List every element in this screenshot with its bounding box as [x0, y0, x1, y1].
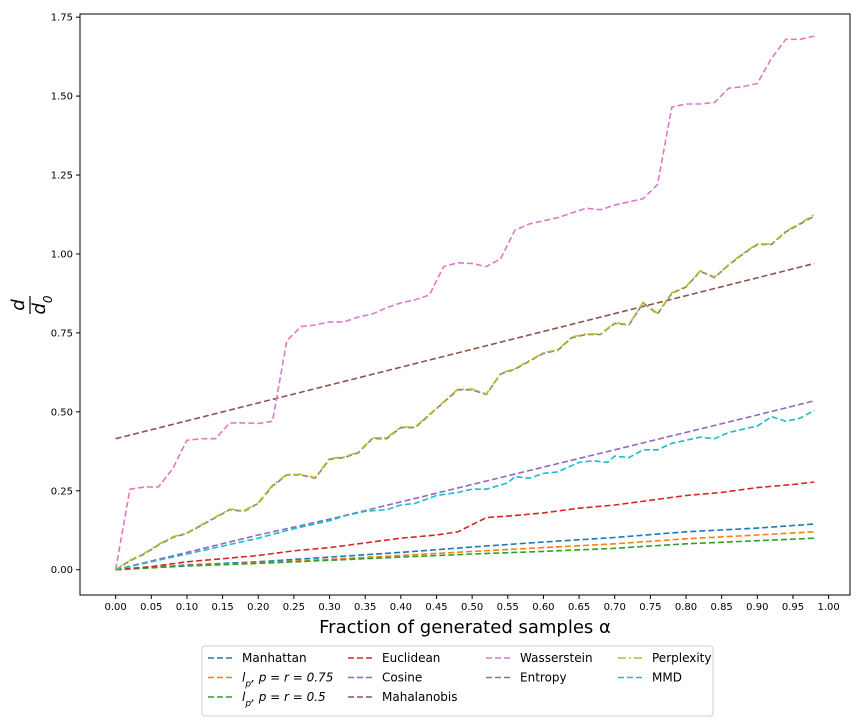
x-tick-label: 0.70 [604, 602, 626, 613]
legend-item-mahalanobis: Mahalanobis [348, 690, 458, 704]
legend-label: Entropy [520, 671, 567, 685]
legend-item-cosine: Cosine [348, 671, 422, 685]
x-tick-label: 0.35 [354, 602, 376, 613]
y-tick-label: 1.75 [51, 13, 73, 24]
x-tick-label: 0.10 [176, 602, 198, 613]
x-tick-label: 0.40 [390, 602, 412, 613]
x-tick-label: 0.20 [247, 602, 269, 613]
y-axis-title-denominator: d0 [29, 295, 55, 314]
series-line-euclidean [115, 481, 815, 571]
legend-item-mmd: MMD [618, 671, 682, 685]
y-tick-label: 0.00 [51, 565, 73, 576]
y-axis-title: d d0 [8, 295, 55, 314]
legend-label: MMD [652, 671, 682, 685]
series-line-mahalanobis [115, 262, 815, 440]
y-tick-label: 1.00 [51, 249, 73, 260]
x-tick-label: 0.75 [639, 602, 661, 613]
x-tick-label: 0.55 [497, 602, 519, 613]
x-tick-label: 0.65 [568, 602, 590, 613]
x-tick-label: 0.85 [711, 602, 733, 613]
x-tick-label: 0.05 [140, 602, 162, 613]
series-line-cosine [115, 400, 815, 571]
y-axis-title-numerator: d [8, 299, 29, 311]
y-tick-label: 0.75 [51, 328, 73, 339]
legend-label: lp, p = r = 0.5 [242, 690, 326, 709]
legend-item-euclidean: Euclidean [348, 651, 440, 665]
legend-label: Cosine [382, 671, 422, 685]
legend-item-entropy: Entropy [486, 671, 567, 685]
legend-item-manhattan: Manhattan [208, 651, 307, 665]
x-tick-label: 0.15 [211, 602, 233, 613]
x-axis-title: Fraction of generated samples α [319, 617, 611, 638]
legend-label: Perplexity [652, 651, 712, 665]
plot-lines [114, 35, 815, 571]
legend-label: Manhattan [242, 651, 307, 665]
x-tick-label: 0.30 [318, 602, 340, 613]
legend-box [201, 645, 714, 717]
legend-item-lp-p-r-0-5: lp, p = r = 0.5 [208, 690, 326, 709]
x-tick-label: 0.25 [283, 602, 305, 613]
series-line-entropy [115, 215, 815, 571]
y-tick-label: 0.25 [51, 486, 73, 497]
x-tick-label: 0.45 [425, 602, 447, 613]
legend-label: Mahalanobis [382, 690, 458, 704]
series-line-wasserstein [114, 35, 815, 570]
series-line-manhattan [115, 523, 815, 571]
legend-item-perplexity: Perplexity [618, 651, 712, 665]
x-tick-label: 1.00 [817, 602, 839, 613]
x-tick-label: 0.90 [746, 602, 768, 613]
y-tick-label: 0.50 [51, 407, 73, 418]
legend-item-wasserstein: Wasserstein [486, 651, 593, 665]
x-tick-label: 0.50 [461, 602, 483, 613]
plot-frame [79, 13, 851, 596]
series-line-lp-p-r-0-5 [115, 537, 815, 571]
legend-label: Wasserstein [520, 651, 593, 665]
x-axis-title-text: Fraction of generated samples α [319, 617, 611, 638]
y-tick-label: 1.25 [51, 171, 73, 182]
x-axis-ticks: 0.00 0.05 0.10 0.15 0.20 0.25 0.30 0.35 0.40 0.45… [105, 595, 840, 613]
x-tick-label: 0.00 [105, 602, 127, 613]
x-tick-label: 0.95 [782, 602, 804, 613]
legend-item-lp-p-r-0-75: lp, p = r = 0.75 [208, 671, 333, 690]
x-tick-label: 0.80 [675, 602, 697, 613]
y-axis-ticks: 0.00 0.25 0.50 0.75 1.00 1.25 1.50 1.75 [51, 13, 80, 576]
y-tick-label: 1.50 [51, 92, 73, 103]
series-line-perplexity [115, 213, 815, 571]
legend-label: Euclidean [382, 651, 440, 665]
x-tick-label: 0.60 [532, 602, 554, 613]
series-line-mmd [115, 409, 815, 571]
legend-label: lp, p = r = 0.75 [242, 671, 333, 690]
